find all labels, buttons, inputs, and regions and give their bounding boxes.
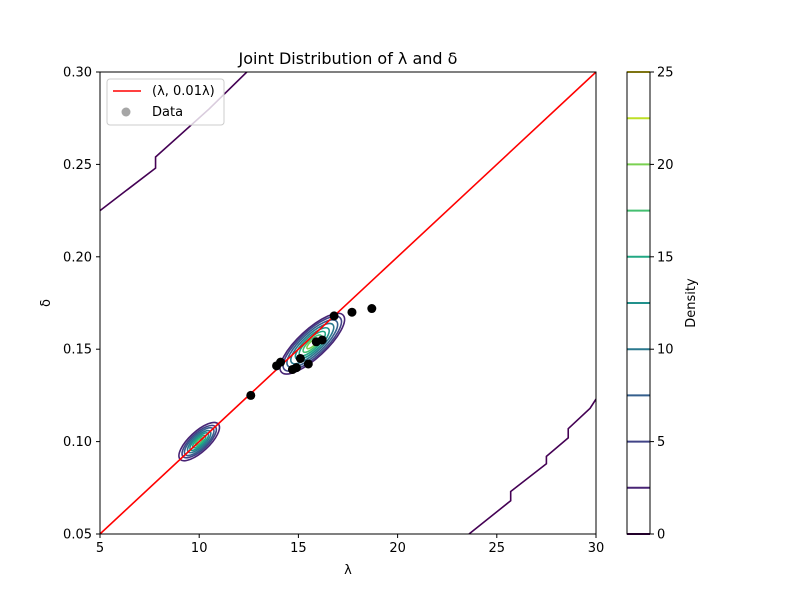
scatter-point — [317, 335, 327, 345]
scatter-point — [367, 304, 377, 314]
density-contour — [279, 312, 346, 375]
x-axis-label: λ — [344, 563, 352, 578]
density-contour — [468, 398, 596, 534]
colorbar-tick-label: 0 — [657, 528, 665, 543]
density-contour — [302, 334, 323, 354]
y-tick-label: 0.05 — [63, 528, 92, 543]
x-axis-ticks: 5 10 15 20 25 30 — [96, 534, 604, 556]
colorbar-tick-label: 25 — [657, 66, 674, 81]
x-tick-label: 25 — [489, 541, 506, 556]
colorbar-level-lines — [627, 71, 650, 535]
y-axis-ticks: 0.05 0.10 0.15 0.20 0.25 0.30 — [63, 66, 100, 543]
colorbar: 0 5 10 15 20 25 Density — [626, 66, 699, 543]
density-contour — [286, 319, 339, 369]
colorbar-label: Density — [684, 278, 699, 328]
density-contours — [100, 72, 596, 534]
legend-entry-line: (λ, 0.01λ) — [152, 84, 215, 99]
y-tick-label: 0.10 — [63, 435, 92, 450]
reference-line-layer — [100, 72, 596, 534]
chart-title: Joint Distribution of λ and δ — [238, 49, 458, 68]
scatter-point — [276, 357, 286, 367]
y-tick-label: 0.20 — [63, 250, 92, 265]
reference-line — [100, 72, 596, 534]
legend-marker-swatch — [121, 107, 131, 117]
density-contour — [290, 322, 335, 365]
y-axis-label: δ — [39, 299, 54, 307]
scatter-points — [246, 304, 377, 400]
colorbar-tick-label: 10 — [657, 343, 674, 358]
density-contour — [282, 315, 343, 372]
colorbar-tick-label: 5 — [657, 435, 665, 450]
scatter-point — [246, 390, 256, 400]
colorbar-ticks: 0 5 10 15 20 25 — [650, 66, 674, 543]
legend-entry-data: Data — [152, 105, 183, 120]
colorbar-frame — [626, 71, 651, 535]
x-tick-label: 5 — [96, 541, 104, 556]
colorbar-tick-label: 15 — [657, 250, 674, 265]
y-tick-label: 0.30 — [63, 66, 92, 81]
scatter-point — [329, 311, 339, 321]
colorbar-tick-label: 20 — [657, 158, 674, 173]
y-tick-label: 0.15 — [63, 343, 92, 358]
scatter-point — [291, 363, 301, 373]
scatter-point — [347, 307, 357, 317]
y-tick-label: 0.25 — [63, 158, 92, 173]
scatter-point — [295, 353, 305, 363]
scatter-point — [303, 359, 313, 369]
plot-frame — [99, 71, 597, 535]
x-tick-label: 20 — [389, 541, 406, 556]
x-tick-label: 30 — [588, 541, 605, 556]
x-tick-label: 15 — [290, 541, 307, 556]
x-tick-label: 10 — [191, 541, 208, 556]
legend: (λ, 0.01λ) Data — [106, 78, 225, 126]
